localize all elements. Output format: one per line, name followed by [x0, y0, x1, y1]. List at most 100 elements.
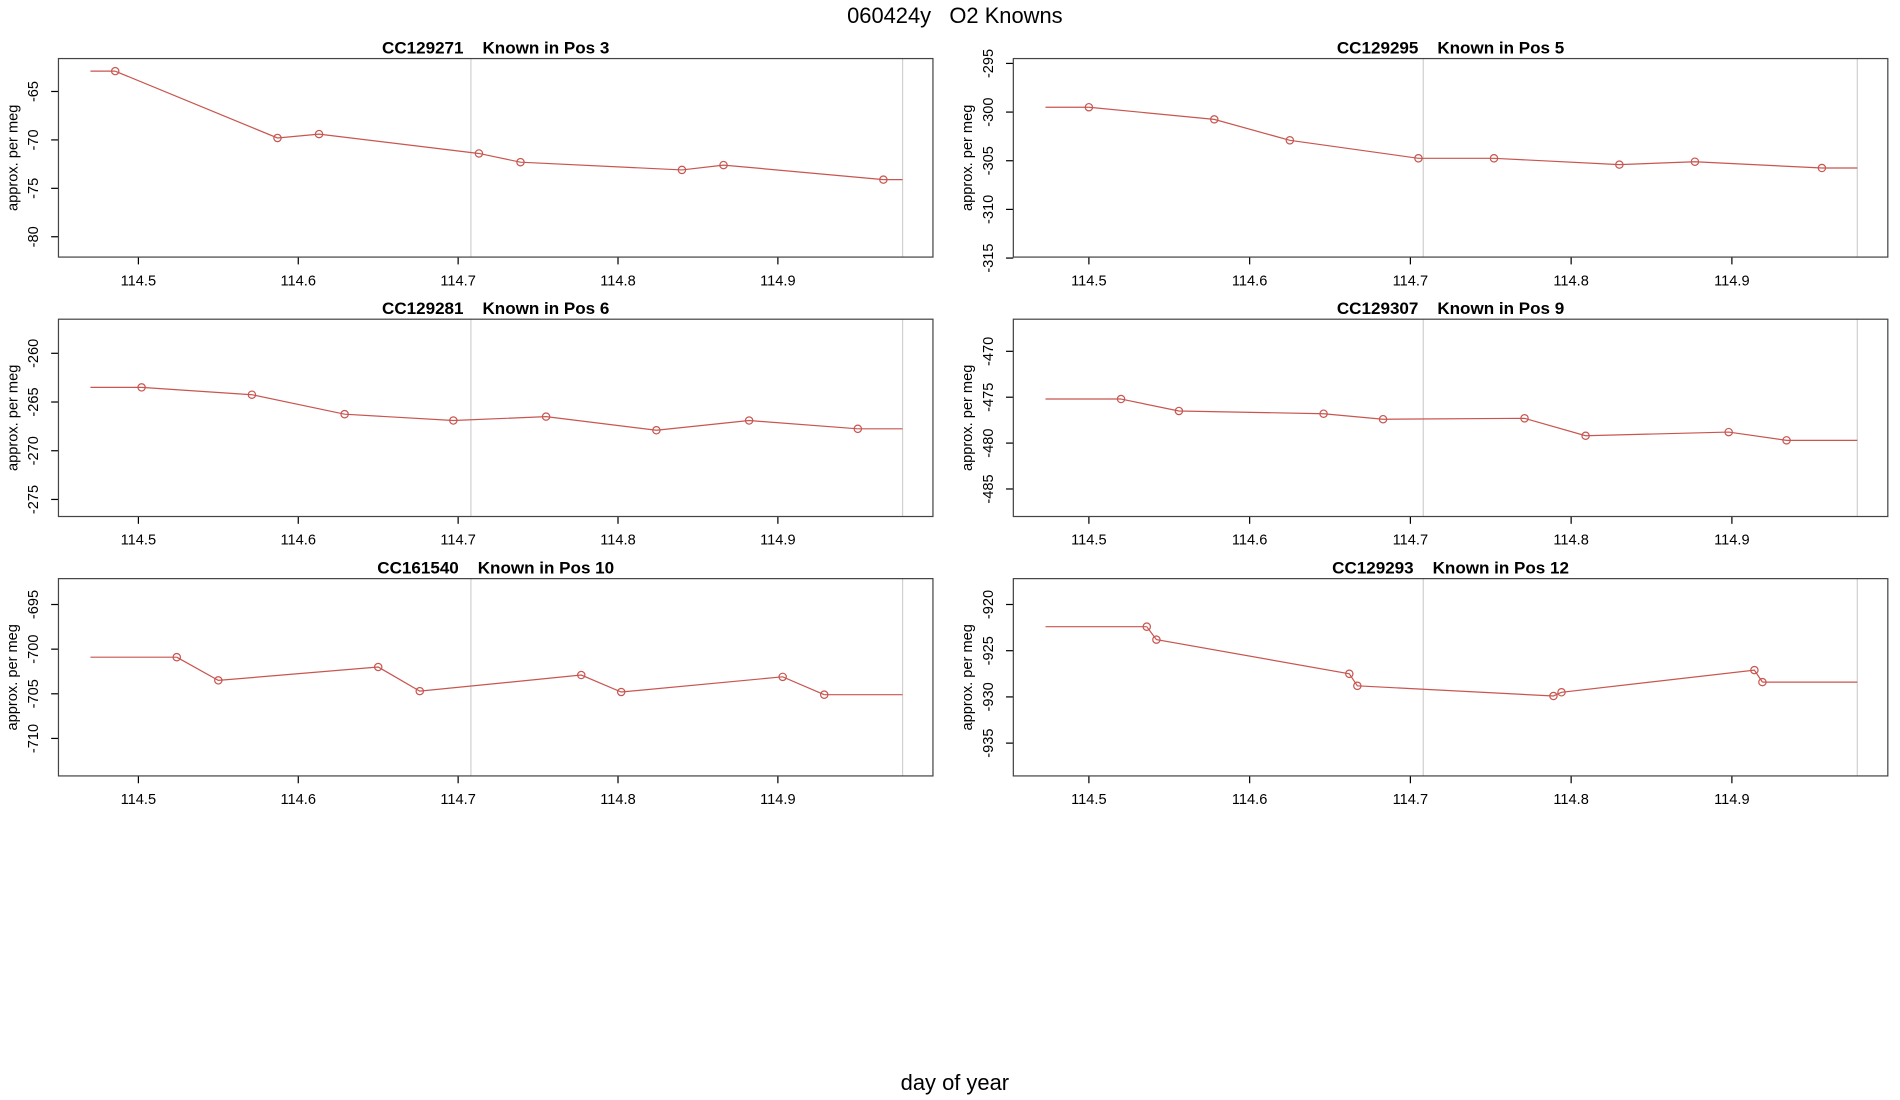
y-axis-label: approx. per meg	[960, 624, 976, 730]
panel-title: CC129293 Known in Pos 12	[1332, 558, 1569, 577]
x-tick-label: 114.8	[600, 273, 635, 289]
data-point	[853, 424, 863, 434]
plot-frame	[57, 318, 934, 518]
plot-frame	[1012, 578, 1889, 777]
y-tick-label: -295	[981, 49, 997, 78]
data-point	[744, 416, 754, 425]
x-tick-label: 114.7	[440, 792, 475, 808]
x-tick-label: 114.9	[1714, 533, 1749, 549]
x-tick-label: 114.7	[1393, 273, 1428, 289]
x-tick-label: 114.9	[760, 792, 795, 808]
data-point	[1615, 160, 1624, 169]
data-point	[1378, 414, 1388, 424]
y-axis-label: approx. per meg	[5, 624, 21, 730]
x-tick-label: 114.6	[1232, 273, 1267, 289]
data-point	[1345, 669, 1354, 679]
y-axis-label: approx. per meg	[960, 105, 976, 211]
data-point	[1319, 409, 1328, 418]
y-tick-label: -270	[26, 436, 42, 465]
data-point	[778, 672, 787, 682]
panel: CC129295 Known in Pos 5 approx. per meg 11…	[960, 38, 1889, 289]
figure-title: 060424y O2 Knowns	[847, 3, 1063, 28]
y-axis-label: approx. per meg	[5, 365, 21, 471]
data-point	[1414, 154, 1423, 163]
data-point	[1750, 665, 1759, 675]
data-point	[137, 383, 146, 392]
y-tick-label: -935	[981, 728, 997, 757]
panel: CC129307 Known in Pos 9 approx. per meg 11…	[960, 299, 1889, 549]
data-point	[415, 686, 425, 696]
data-line	[1088, 106, 1822, 169]
y-tick-label: -70	[26, 129, 42, 150]
data-point	[273, 133, 282, 143]
plot-frame	[57, 57, 934, 258]
data-point	[247, 390, 257, 399]
x-tick-label: 114.6	[281, 792, 316, 808]
x-tick-label: 114.6	[1232, 792, 1267, 808]
panel-title: CC129307 Known in Pos 9	[1337, 299, 1564, 318]
panel-title: CC161540 Known in Pos 10	[377, 558, 614, 577]
y-tick-label: -470	[981, 337, 997, 366]
data-point	[474, 149, 484, 158]
x-tick-label: 114.7	[440, 273, 475, 289]
data-point	[110, 66, 120, 76]
data-line	[114, 70, 884, 181]
panel-title: CC129271 Known in Pos 3	[382, 38, 609, 57]
x-tick-label: 114.6	[281, 533, 316, 549]
plot-frame	[1012, 57, 1889, 258]
data-point	[1782, 436, 1791, 445]
y-tick-label: -315	[981, 243, 997, 272]
y-tick-label: -310	[981, 195, 997, 224]
y-tick-label: -80	[26, 226, 42, 247]
data-point	[172, 652, 182, 662]
data-point	[719, 160, 728, 170]
data-point	[1557, 688, 1566, 697]
data-point	[541, 412, 551, 421]
x-tick-label: 114.5	[121, 273, 156, 289]
data-point	[1489, 154, 1499, 163]
data-point	[1581, 431, 1590, 441]
y-tick-label: -695	[26, 590, 42, 619]
x-tick-label: 114.8	[1553, 792, 1588, 808]
data-point	[1724, 427, 1733, 437]
data-point	[373, 662, 383, 672]
x-tick-label: 114.8	[600, 533, 635, 549]
panel-title: CC129295 Known in Pos 5	[1337, 38, 1564, 57]
data-point	[1116, 394, 1126, 404]
x-tick-label: 114.5	[121, 792, 156, 808]
data-point	[214, 676, 223, 685]
data-point	[616, 687, 626, 697]
data-point	[652, 426, 661, 435]
y-tick-label: -475	[981, 383, 997, 412]
x-tick-label: 114.5	[1071, 533, 1106, 549]
x-tick-label: 114.7	[440, 533, 475, 549]
x-tick-label: 114.8	[1553, 533, 1588, 549]
data-point	[1549, 691, 1558, 701]
y-axis-label: approx. per meg	[960, 365, 976, 471]
y-tick-label: -265	[26, 387, 42, 416]
data-point	[449, 416, 458, 425]
data-point	[677, 165, 687, 175]
x-tick-label: 114.7	[1393, 792, 1428, 808]
y-tick-label: -485	[981, 474, 997, 503]
y-tick-label: -710	[26, 724, 42, 753]
y-tick-label: -705	[26, 679, 42, 708]
panel: CC129281 Known in Pos 6 approx. per meg 11…	[5, 299, 934, 549]
y-tick-label: -925	[981, 636, 997, 665]
y-tick-label: -930	[981, 682, 997, 711]
panel: CC161540 Known in Pos 10 approx. per meg 1…	[5, 558, 934, 808]
data-line	[141, 386, 858, 431]
x-tick-label: 114.8	[600, 792, 635, 808]
data-point	[1210, 115, 1219, 124]
data-point	[340, 409, 349, 419]
plot-frame	[57, 578, 934, 777]
data-point	[1152, 635, 1161, 644]
x-tick-label: 114.5	[1071, 792, 1106, 808]
y-axis-label: approx. per meg	[5, 105, 21, 211]
panel: CC129271 Known in Pos 3 approx. per meg 11…	[5, 38, 934, 289]
data-point	[314, 129, 324, 139]
data-point	[1690, 157, 1700, 166]
x-tick-label: 114.5	[1071, 273, 1106, 289]
y-tick-label: -75	[26, 178, 42, 199]
